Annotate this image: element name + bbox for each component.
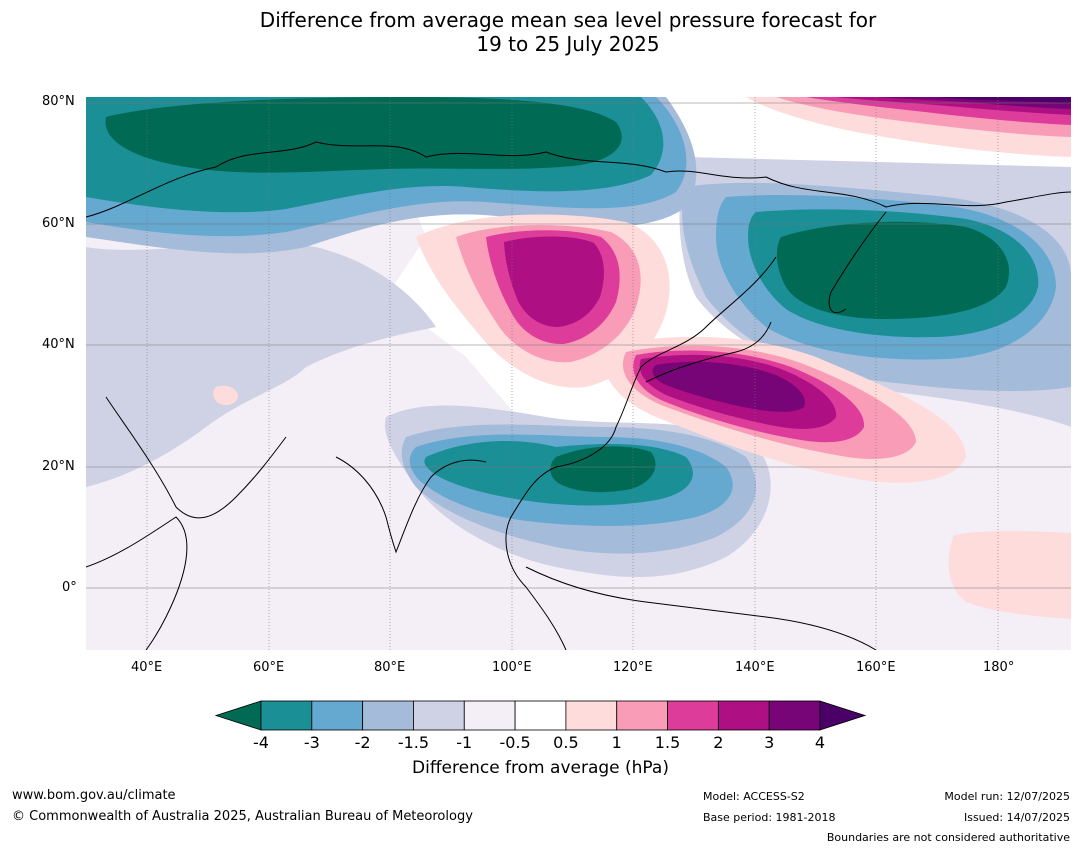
coast-eurasia-north (86, 141, 1071, 218)
coast-india (335, 456, 487, 554)
colorbar-segment (667, 700, 719, 731)
coastlines (86, 141, 1071, 650)
pos-0-5-arabia (213, 385, 238, 405)
lat-label-60n: 60°N (42, 216, 75, 231)
coast-africa-horn (86, 516, 188, 650)
colorbar-segment (717, 700, 770, 731)
colorbar-tick-label: 3 (764, 733, 775, 752)
lon-label-60e: 60°E (253, 660, 285, 675)
title-line-2: 19 to 25 July 2025 (476, 32, 660, 56)
core-minus-4-south-china (550, 446, 656, 493)
map-panel (86, 97, 1071, 650)
lat-label-0: 0° (62, 580, 77, 595)
footer-issued: Issued: 14/07/2025 (963, 811, 1070, 824)
colorbar-tick-label: -0.5 (499, 733, 531, 752)
footer-website[interactable]: www.bom.gov.au/climate (12, 788, 176, 803)
core-minus-4-okhotsk (776, 221, 1010, 319)
coast-indonesia (525, 566, 877, 650)
colorbar-tick-label: 1 (611, 733, 622, 752)
colorbar-tick-label: -3 (303, 733, 320, 752)
footer-model: Model: ACCESS-S2 (703, 790, 805, 803)
colorbar-tick-label: -2 (354, 733, 371, 752)
colorbar-segment (768, 700, 821, 731)
colorbar-tick-label: -4 (253, 733, 269, 752)
colorbar-extend-min (214, 700, 262, 731)
footer-copyright: © Commonwealth of Australia 2025, Austra… (12, 809, 473, 824)
pos-0-5-equatorial-pacific (948, 531, 1071, 619)
coast-arabia (105, 396, 287, 519)
colorbar-segment (311, 700, 364, 731)
colorbar (214, 700, 867, 731)
pos-3-japan (652, 361, 805, 412)
colorbar-tick-label: 0.5 (553, 733, 579, 752)
lon-label-120e: 120°E (613, 660, 653, 675)
coast-east-asia (505, 256, 777, 650)
anomaly-fill-layers (86, 97, 1071, 650)
lat-label-40n: 40°N (42, 337, 75, 352)
colorbar-segment (362, 700, 414, 731)
core-minus-4-north (105, 97, 622, 173)
colorbar-segment (463, 700, 516, 731)
lon-label-80e: 80°E (374, 660, 406, 675)
colorbar-title: Difference from average (hPa) (412, 758, 669, 778)
coast-japan (645, 321, 772, 383)
footer-disclaimer: Boundaries are not considered authoritat… (826, 831, 1070, 844)
lon-label-140e: 140°E (735, 660, 775, 675)
colorbar-tick-label: 2 (713, 733, 724, 752)
lon-label-40e: 40°E (131, 660, 163, 675)
colorbar-segment (616, 700, 668, 731)
coast-kamchatka (828, 211, 887, 314)
colorbar-tick-label: 4 (814, 733, 826, 752)
pos-2-mongolia (504, 236, 604, 327)
colorbar-extend-max (819, 700, 867, 731)
chart-title: Difference from average mean sea level p… (0, 8, 1081, 56)
colorbar-segment (260, 700, 313, 731)
colorbar-tick-label: -1 (456, 733, 473, 752)
map-svg (86, 97, 1071, 650)
lat-label-80n: 80°N (42, 94, 75, 109)
colorbar-segment (514, 700, 567, 731)
band-minus-1-west (86, 244, 436, 487)
colorbar-segment (565, 700, 618, 731)
lon-label-180: 180° (983, 660, 1015, 675)
gridlines (86, 97, 1071, 650)
footer-base-period: Base period: 1981-2018 (703, 811, 836, 824)
footer-model-run: Model run: 12/07/2025 (944, 790, 1070, 803)
lon-label-100e: 100°E (492, 660, 532, 675)
colorbar-segment (413, 700, 465, 731)
title-line-1: Difference from average mean sea level p… (259, 8, 877, 32)
pos-4-arctic (936, 97, 1071, 103)
colorbar-tick-label: -1.5 (397, 733, 430, 752)
colorbar-tick-label: 1.5 (654, 733, 681, 752)
colorbar-segments (214, 700, 867, 731)
lat-label-20n: 20°N (42, 459, 75, 474)
lon-label-160e: 160°E (856, 660, 896, 675)
